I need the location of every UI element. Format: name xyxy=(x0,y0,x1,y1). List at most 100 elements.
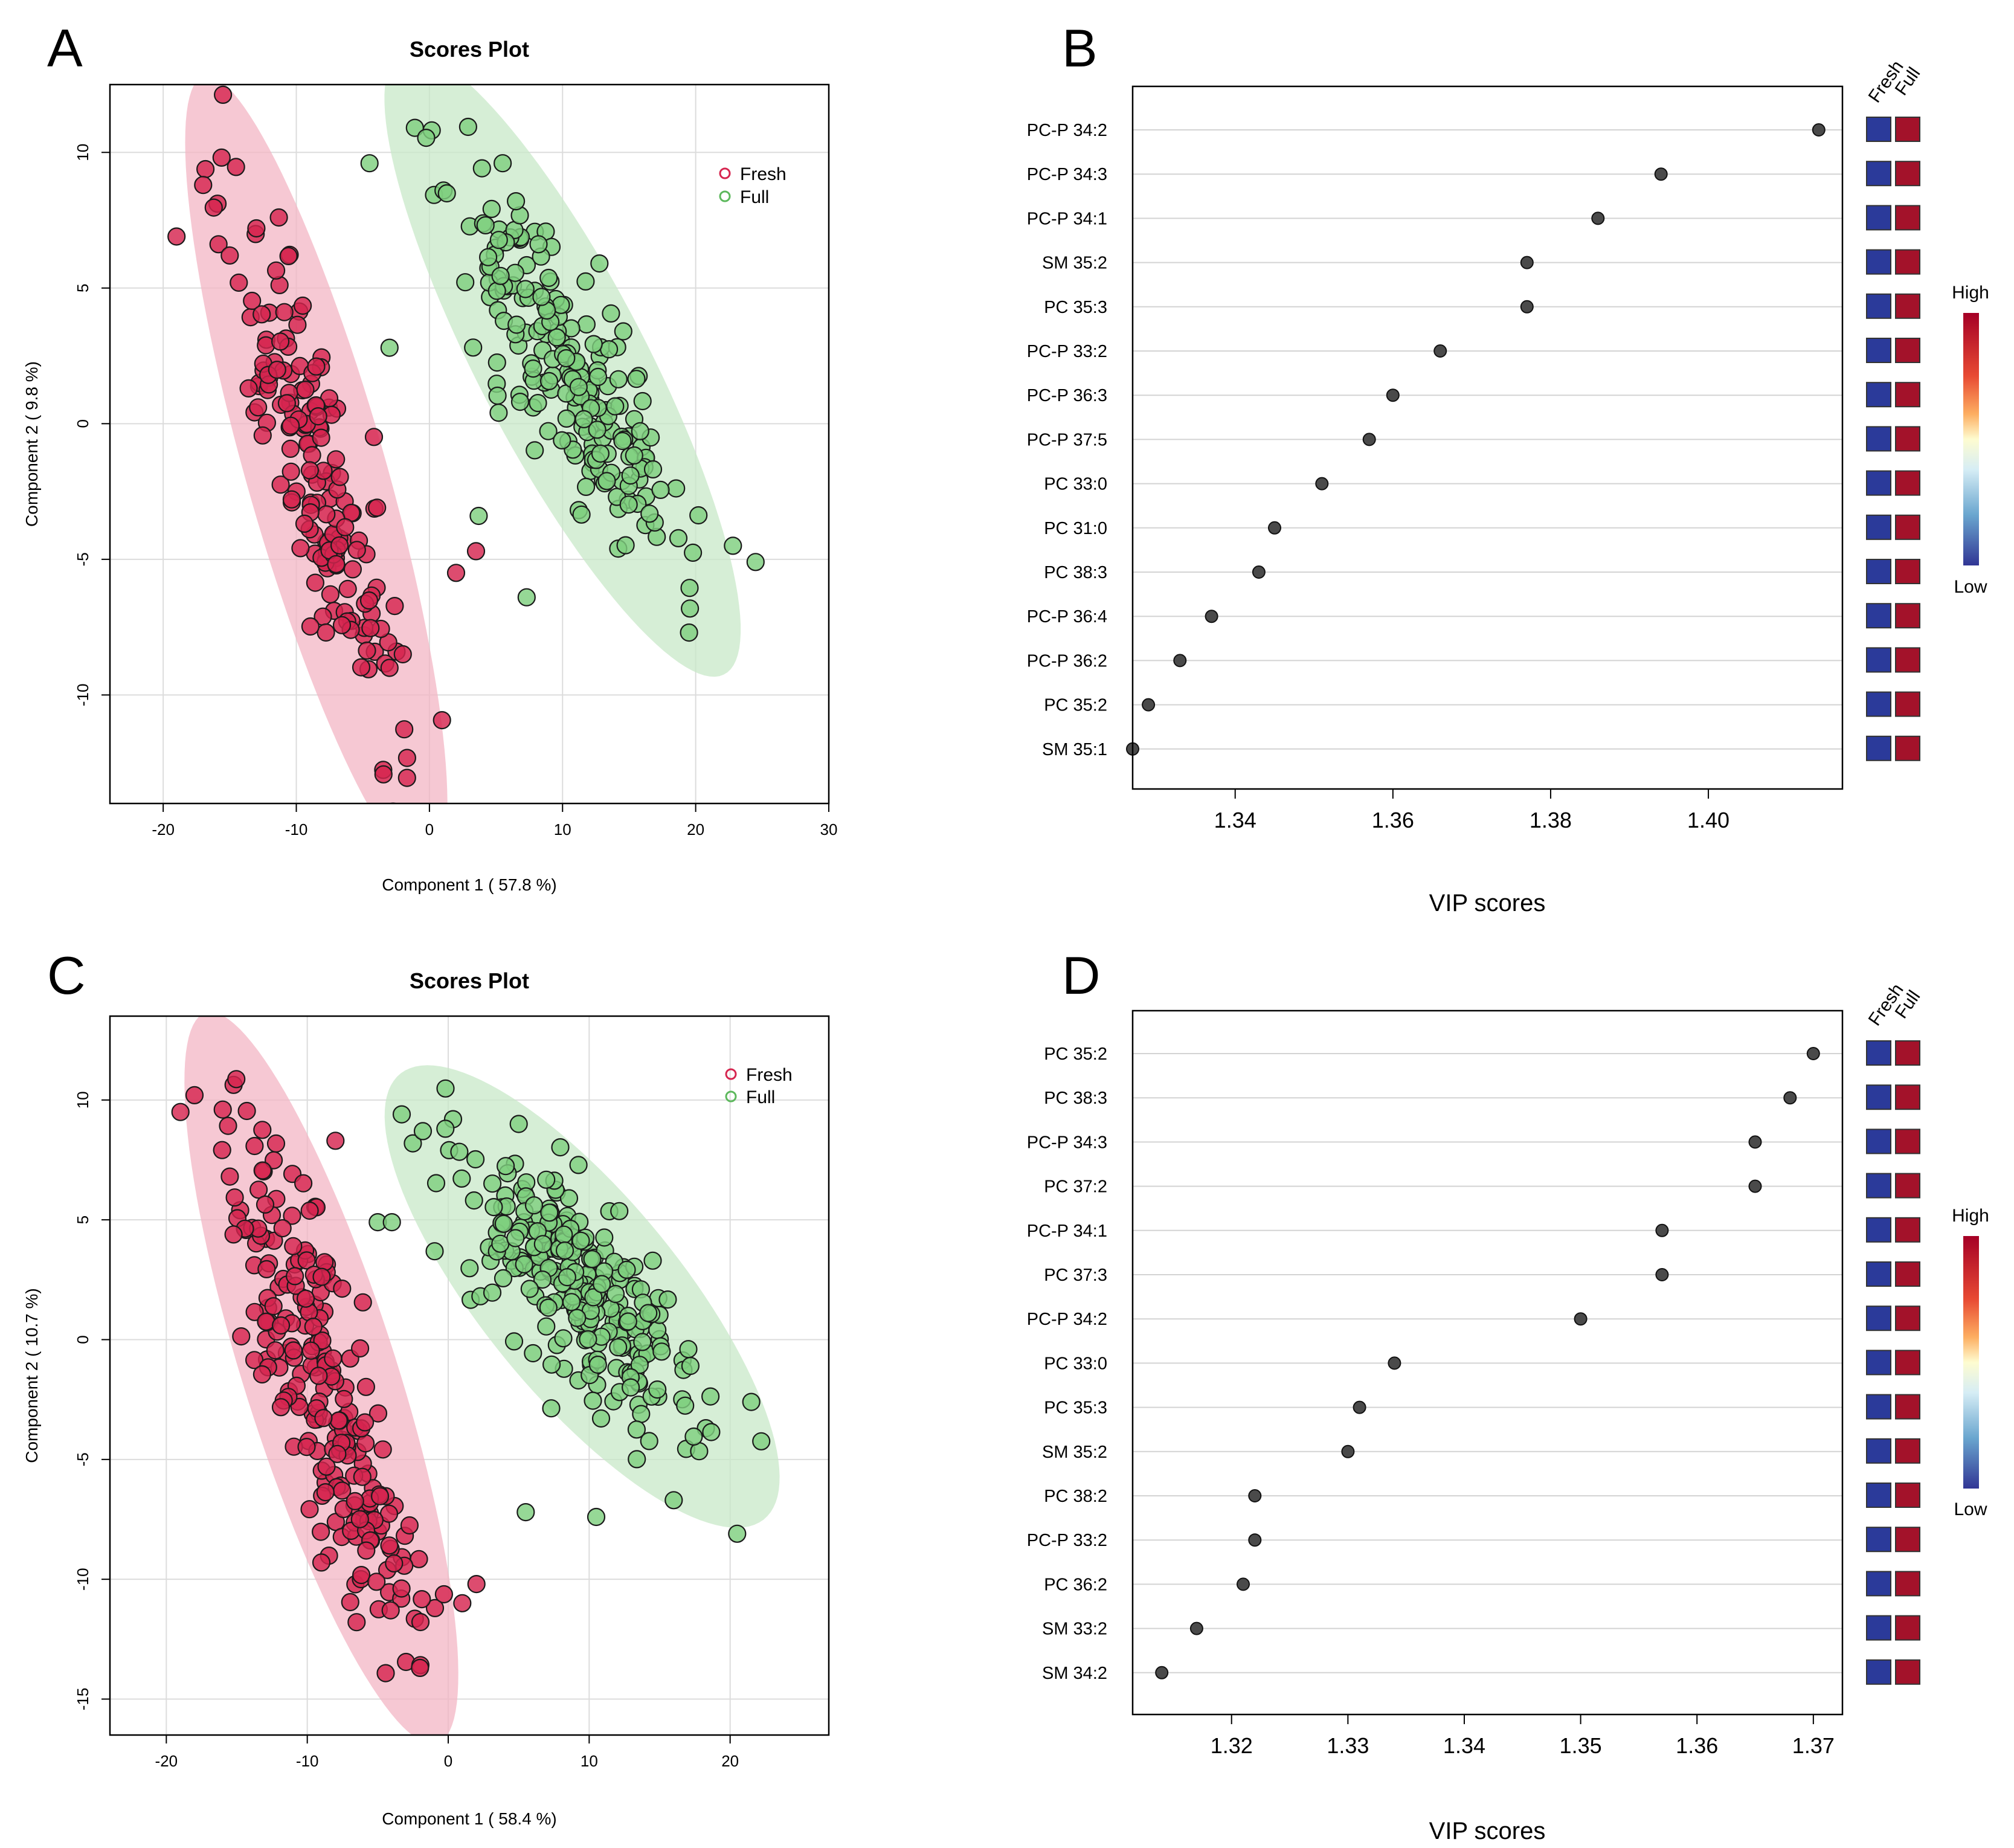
point-full-184 xyxy=(651,480,670,500)
point-fresh-228 xyxy=(309,1367,328,1385)
point-full-242 xyxy=(524,1344,542,1363)
point-full-166 xyxy=(631,422,649,440)
point-fresh-114 xyxy=(352,1566,371,1585)
point-fresh-201 xyxy=(350,1339,370,1358)
point-full-193 xyxy=(613,431,632,451)
vip-feature-label-4: PC-P 34:1 xyxy=(1027,1222,1107,1241)
point-fresh-94 xyxy=(282,490,301,509)
point-full-217 xyxy=(568,1309,587,1327)
point-fresh-118 xyxy=(411,1612,430,1632)
point-fresh-58 xyxy=(281,439,300,459)
point-full-122 xyxy=(619,495,638,514)
vip-feature-label-2: PC-P 34:1 xyxy=(1027,209,1107,228)
point-fresh-176 xyxy=(220,246,239,265)
point-fresh-177 xyxy=(329,1411,348,1430)
point-fresh-199 xyxy=(296,1289,315,1308)
point-full-114 xyxy=(547,328,566,347)
plot-title-a: Scores Plot xyxy=(410,37,529,62)
point-fresh-164 xyxy=(253,1365,271,1384)
point-full-206 xyxy=(588,420,606,439)
point-fresh-186 xyxy=(220,1167,239,1186)
point-fresh-207 xyxy=(314,1409,333,1428)
point-full-232 xyxy=(584,1288,603,1307)
vip-feature-label-6: PC-P 34:2 xyxy=(1027,1310,1107,1329)
vip-feature-label-11: PC-P 33:2 xyxy=(1027,1531,1107,1550)
point-full-115 xyxy=(680,579,699,597)
heat-cell-full-5 xyxy=(1895,338,1920,363)
heat-cell-fresh-4 xyxy=(1866,1217,1891,1243)
point-fresh-204 xyxy=(304,1318,323,1336)
point-fresh-122 xyxy=(388,802,397,803)
point-full-215 xyxy=(724,536,742,555)
point-full-264 xyxy=(516,1503,535,1522)
point-full-218 xyxy=(469,506,488,526)
point-fresh-87 xyxy=(249,398,268,417)
point-full-270 xyxy=(382,1212,401,1232)
point-full-182 xyxy=(584,335,603,353)
point-full-185 xyxy=(627,1420,646,1439)
heat-cell-fresh-8 xyxy=(1866,470,1891,496)
point-fresh-206 xyxy=(286,1267,304,1286)
heat-cell-full-12 xyxy=(1895,1571,1920,1597)
vip-point-9 xyxy=(1341,1444,1355,1458)
legend-label-full-a: Full xyxy=(740,187,769,207)
point-full-250 xyxy=(617,1260,636,1279)
vip-feature-label-7: PC-P 37:5 xyxy=(1027,430,1107,449)
point-fresh-171 xyxy=(392,1579,411,1598)
point-full-225 xyxy=(537,1317,556,1336)
point-fresh-154 xyxy=(300,461,320,480)
scale-high-label-d: High xyxy=(1952,1206,1989,1226)
point-fresh-33 xyxy=(321,585,340,604)
point-full-106 xyxy=(456,273,475,292)
vip-axis-label-d: VIP scores xyxy=(1429,1818,1546,1844)
heat-cell-full-4 xyxy=(1895,293,1920,319)
point-full-231 xyxy=(555,1225,573,1244)
point-full-200 xyxy=(557,349,576,368)
legend-marker-full-a xyxy=(719,190,731,202)
plot-frame-a xyxy=(109,83,830,805)
point-fresh-226 xyxy=(316,1483,335,1502)
scale-high-label-b: High xyxy=(1952,283,1989,303)
point-fresh-46 xyxy=(269,208,288,227)
heat-cell-fresh-13 xyxy=(1866,1615,1891,1641)
heat-cell-fresh-11 xyxy=(1866,603,1891,629)
tick-label-x-3: 10 xyxy=(581,1752,598,1770)
point-full-195 xyxy=(489,231,508,250)
point-fresh-174 xyxy=(446,564,466,582)
point-full-105 xyxy=(557,409,576,428)
point-full-134 xyxy=(679,1340,698,1359)
legend-c: Fresh Full xyxy=(725,1065,793,1107)
vip-frame-d xyxy=(1131,1009,1844,1716)
point-full-230 xyxy=(595,1228,614,1247)
point-fresh-218 xyxy=(272,1316,291,1335)
heat-cell-fresh-7 xyxy=(1866,1350,1891,1376)
point-fresh-16 xyxy=(196,159,215,179)
heat-cell-full-3 xyxy=(1895,249,1920,275)
tick-label-y-0: -15 xyxy=(74,1688,92,1711)
point-fresh-146 xyxy=(385,596,404,616)
vip-point-2 xyxy=(1748,1135,1762,1149)
heat-cell-fresh-14 xyxy=(1866,1659,1891,1685)
vip-feature-label-10: PC 38:3 xyxy=(1044,563,1107,582)
point-full-81 xyxy=(569,1156,588,1174)
heat-cell-full-14 xyxy=(1895,735,1920,761)
point-full-201 xyxy=(553,431,571,450)
point-fresh-172 xyxy=(380,658,399,677)
point-fresh-137 xyxy=(361,619,380,637)
point-fresh-169 xyxy=(295,514,314,533)
point-full-263 xyxy=(509,1115,528,1133)
point-full-35 xyxy=(487,353,506,372)
point-full-197 xyxy=(529,235,548,254)
point-full-238 xyxy=(639,1304,658,1322)
tick-label-x-1: -10 xyxy=(296,1752,319,1770)
point-full-39 xyxy=(602,304,620,323)
x-axis-label-a: Component 1 ( 57.8 %) xyxy=(382,875,557,894)
point-fresh-127 xyxy=(227,1070,246,1089)
vip-feature-label-13: PC 35:2 xyxy=(1044,696,1107,715)
vip-feature-label-13: SM 33:2 xyxy=(1042,1620,1107,1639)
vip-tick-label-0: 1.34 xyxy=(1214,808,1256,832)
point-full-170 xyxy=(588,367,608,387)
point-fresh-114 xyxy=(358,641,376,660)
point-fresh-197 xyxy=(266,1341,285,1360)
point-full-75 xyxy=(676,1396,695,1415)
